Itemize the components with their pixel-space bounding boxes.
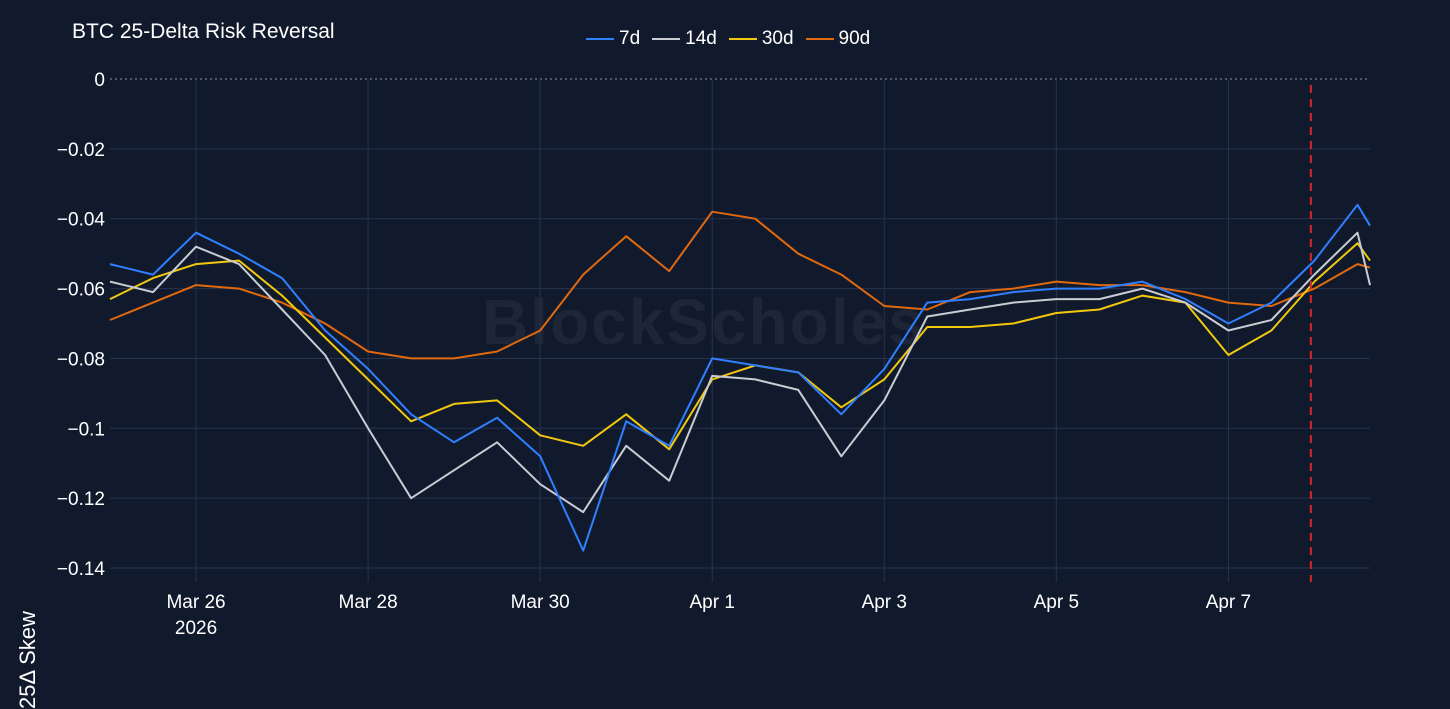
legend-item-30d[interactable]: 30d bbox=[728, 28, 794, 50]
x-tick-label: Apr 7 bbox=[1206, 592, 1251, 613]
legend-swatch-30d bbox=[728, 38, 757, 40]
series-line-90d bbox=[109, 210, 1371, 360]
legend-swatch-7d bbox=[586, 38, 614, 40]
legend-item-14d[interactable]: 14d bbox=[652, 28, 717, 50]
watermark-logo: BlockScholes bbox=[482, 286, 926, 358]
legend-label-30d: 30d bbox=[761, 28, 794, 49]
series-line-7d bbox=[109, 203, 1371, 552]
legend-swatch-90d bbox=[805, 38, 834, 40]
x-tick-label: Mar 26 bbox=[166, 592, 225, 613]
legend-item-90d[interactable]: 90d bbox=[805, 28, 871, 50]
y-tick-label: −0.12 bbox=[57, 489, 105, 510]
y-tick-label: −0.14 bbox=[57, 559, 106, 580]
x-tick-label: Mar 28 bbox=[339, 592, 398, 613]
legend-item-7d[interactable]: 7d bbox=[586, 28, 640, 50]
y-tick-label: 0 bbox=[94, 70, 105, 91]
y-tick-label: −0.1 bbox=[67, 419, 105, 440]
chart-container: BTC 25-Delta Risk Reversal 7d 14d 30d 90… bbox=[15, 20, 1371, 709]
y-tick-label: −0.04 bbox=[57, 210, 106, 231]
x-tick-label: Apr 3 bbox=[862, 592, 907, 613]
y-tick-label: −0.02 bbox=[57, 140, 105, 161]
legend-swatch-14d bbox=[652, 38, 681, 40]
x-tick-sublabel: 2026 bbox=[175, 618, 217, 639]
series-line-30d bbox=[109, 242, 1371, 451]
y-tick-label: −0.08 bbox=[57, 349, 105, 370]
series-line-14d bbox=[109, 231, 1371, 514]
chart-title: BTC 25-Delta Risk Reversal bbox=[72, 20, 335, 43]
chart-legend: 7d 14d 30d 90d bbox=[586, 28, 870, 50]
x-tick-label: Apr 1 bbox=[690, 592, 735, 613]
chart-plot: 0 −0.02 −0.04 −0.06 −0.08 −0.1 −0.12 −0.14 Mar 2… bbox=[57, 70, 1371, 639]
y-tick-label: −0.06 bbox=[57, 280, 105, 301]
x-tick-label: Apr 5 bbox=[1034, 592, 1079, 613]
legend-label-7d: 7d bbox=[619, 28, 641, 49]
legend-label-14d: 14d bbox=[685, 28, 717, 49]
x-tick-label: Mar 30 bbox=[511, 592, 570, 613]
legend-label-90d: 90d bbox=[838, 28, 871, 49]
